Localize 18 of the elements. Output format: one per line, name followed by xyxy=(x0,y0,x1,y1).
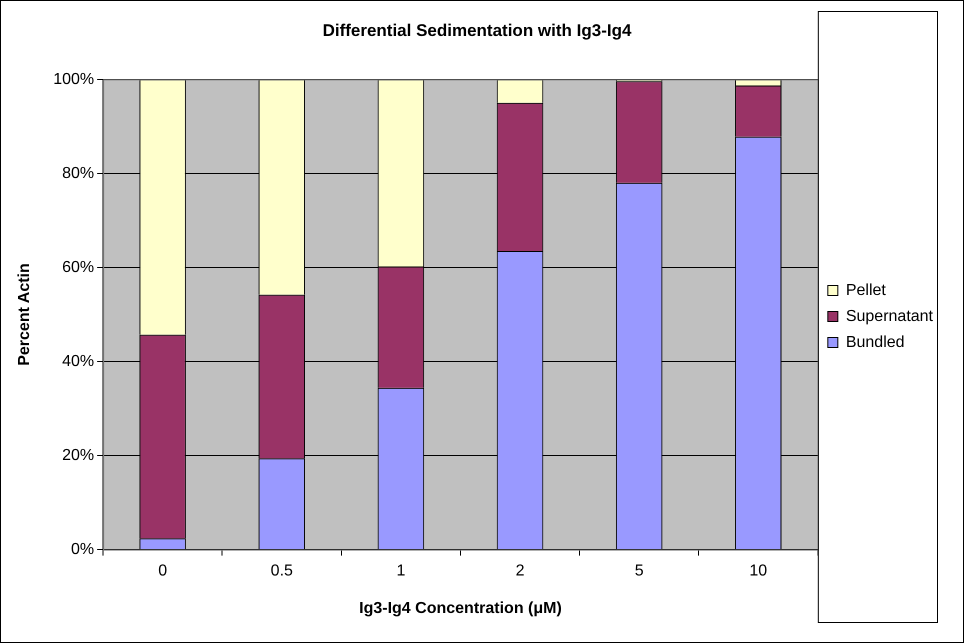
y-tick-label: 40% xyxy=(62,352,94,370)
y-tick-label: 0% xyxy=(70,541,94,558)
x-tick-label: 2 xyxy=(516,562,525,580)
x-tick-label: 0 xyxy=(158,562,168,580)
y-tick-label: 100% xyxy=(53,70,94,88)
x-tick-label: 0.5 xyxy=(270,562,294,580)
y-tick-label: 20% xyxy=(62,446,94,464)
y-tick-label: 80% xyxy=(62,164,94,182)
legend-label: Bundled xyxy=(846,334,905,351)
legend-label: Supernatant xyxy=(846,308,934,325)
y-axis-title: Percent Actin xyxy=(16,263,34,366)
x-tick-label: 1 xyxy=(396,562,406,580)
chart-title: Differential Sedimentation with Ig3-Ig4 xyxy=(322,20,632,40)
x-tick-label: 10 xyxy=(749,562,768,580)
x-tick-label: 5 xyxy=(634,562,644,580)
y-tick-label: 60% xyxy=(62,258,94,276)
legend-label: Pellet xyxy=(846,282,886,299)
x-axis-title: Ig3-Ig4 Concentration (μM) xyxy=(359,600,562,617)
